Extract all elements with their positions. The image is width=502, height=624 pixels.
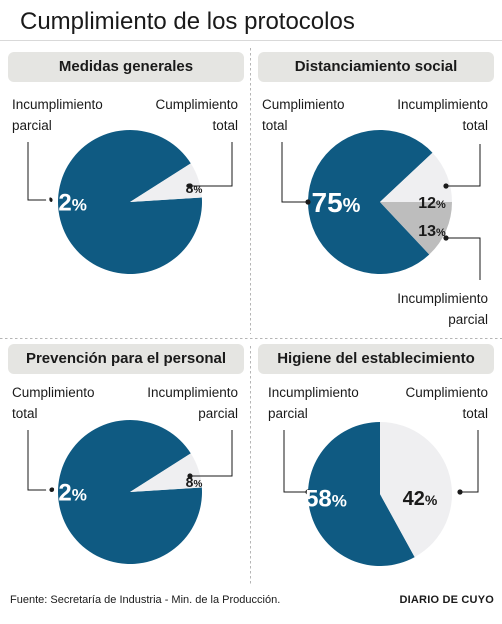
label-incumplimiento-parcial: Incumplimiento parcial	[397, 291, 488, 327]
pie-slice-incumplimiento-parcial	[307, 422, 415, 566]
footer-brand: DIARIO DE CUYO	[399, 594, 494, 606]
leader-dot	[305, 489, 311, 495]
leader-line	[281, 142, 308, 203]
pie-slice-incumplimiento-total	[380, 152, 452, 202]
value-label-incumplimiento-total: 12%	[418, 195, 446, 212]
leader-line	[190, 430, 233, 477]
leader-line	[27, 430, 52, 491]
value-label-incumplimiento-parcial: 92%	[45, 190, 87, 217]
footer-source: Fuente: Secretaría de Industria - Min. d…	[10, 594, 281, 606]
pie-slice-cumplimiento-total	[380, 422, 452, 558]
label-cumplimiento-total: Cumplimiento total	[405, 385, 488, 421]
label-incumplimiento-total: Incumplimiento total	[397, 97, 488, 133]
leader-line	[283, 430, 308, 493]
pie-chart-medidas-generales: 92% 8%	[27, 130, 233, 275]
leader-dot	[187, 183, 193, 189]
panel-title: Distanciamiento social	[258, 52, 494, 82]
leader-dot	[47, 197, 53, 203]
panel-title: Medidas generales	[8, 52, 244, 82]
label-cumplimiento-total: Cumplimiento total	[12, 385, 95, 421]
panel-distanciamiento-social: Distanciamiento social 75% 12% 13% Cumplim…	[254, 52, 498, 332]
leader-line	[190, 142, 233, 187]
label-incumplimiento-parcial: Incumplimiento parcial	[12, 97, 103, 133]
label-cumplimiento-total: Cumplimiento total	[262, 97, 345, 133]
leader-line	[460, 430, 479, 493]
panel-title: Higiene del establecimiento	[258, 344, 494, 374]
pie-slice-incumplimiento-parcial	[58, 130, 203, 275]
pie-slice-cumplimiento-total	[58, 420, 203, 565]
pie-chart-distanciamiento-social: 75% 12% 13%	[281, 130, 481, 280]
value-label-cumplimiento-total: 42%	[403, 488, 438, 510]
value-label-cumplimiento-total: 8%	[186, 180, 203, 196]
leader-dot	[49, 487, 55, 493]
pie-chart-higiene-establecimiento: 58% 42%	[283, 422, 479, 566]
value-label-incumplimiento-parcial: 13%	[418, 223, 446, 240]
leader-line	[27, 142, 50, 201]
title-rule	[0, 40, 502, 41]
value-label-cumplimiento-total: 75%	[312, 187, 361, 218]
pie-slice-incumplimiento-parcial	[380, 202, 452, 255]
leader-dot	[187, 473, 193, 479]
value-label-incumplimiento-parcial: 58%	[305, 486, 347, 513]
leader-line	[446, 144, 481, 187]
leader-dot	[443, 183, 449, 189]
leader-dot	[457, 489, 463, 495]
pie-slice-incumplimiento-parcial	[130, 453, 202, 492]
vertical-divider-bottom	[250, 346, 251, 586]
label-incumplimiento-parcial: Incumplimiento parcial	[147, 385, 238, 421]
page-title: Cumplimiento de los protocolos	[20, 8, 355, 35]
panel-higiene-establecimiento: Higiene del establecimiento 58% 42% Incum…	[254, 344, 498, 624]
pie-slice-cumplimiento-total	[308, 130, 433, 275]
panel-prevencion-personal: Prevención para el personal 92% 8% Cumpli…	[4, 344, 248, 624]
label-incumplimiento-parcial: Incumplimiento parcial	[268, 385, 359, 421]
leader-line	[446, 237, 481, 280]
vertical-divider-top	[250, 48, 251, 334]
label-cumplimiento-total: Cumplimiento total	[155, 97, 238, 133]
pie-slice-cumplimiento-total	[130, 163, 202, 202]
pie-chart-prevencion-personal: 92% 8%	[27, 420, 233, 565]
panel-title: Prevención para el personal	[8, 344, 244, 374]
horizontal-divider	[0, 338, 502, 339]
panel-medidas-generales: Medidas generales 92% 8% Incumplimiento pa…	[4, 52, 248, 332]
value-label-cumplimiento-total: 92%	[45, 480, 87, 507]
leader-dot	[305, 199, 311, 205]
leader-dot	[443, 235, 449, 241]
value-label-incumplimiento-parcial: 8%	[186, 474, 203, 490]
